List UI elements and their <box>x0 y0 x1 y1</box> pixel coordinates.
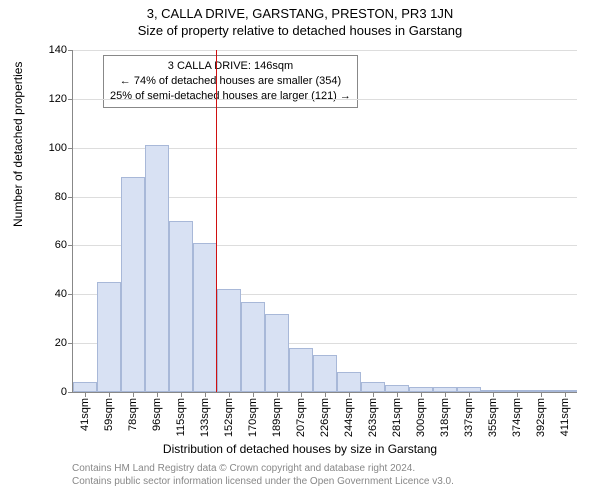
x-tick-mark <box>493 392 494 397</box>
x-tick-mark <box>469 392 470 397</box>
x-tick-label: 207sqm <box>295 398 307 437</box>
y-axis-label: Number of detached properties <box>11 62 25 227</box>
x-tick-label: 78sqm <box>127 398 139 431</box>
y-tick-mark <box>68 197 73 198</box>
x-tick-label: 170sqm <box>247 398 259 437</box>
chart-plot-area: 3 CALLA DRIVE: 146sqm ← 74% of detached … <box>72 50 577 393</box>
footer-line2: Contains public sector information licen… <box>72 475 454 488</box>
x-tick-label: 41sqm <box>79 398 91 431</box>
chart-subtitle: Size of property relative to detached ho… <box>0 21 600 38</box>
histogram-bar <box>385 385 409 392</box>
x-tick-label: 411sqm <box>559 398 571 436</box>
x-tick-mark <box>157 392 158 397</box>
x-tick-label: 392sqm <box>535 398 547 437</box>
x-tick-label: 59sqm <box>103 398 115 431</box>
annotation-line2: ← 74% of detached houses are smaller (35… <box>110 74 351 89</box>
histogram-bar <box>73 382 97 392</box>
y-tick-mark <box>68 99 73 100</box>
x-tick-label: 189sqm <box>271 398 283 437</box>
x-tick-mark <box>253 392 254 397</box>
histogram-bar <box>97 282 121 392</box>
x-tick-label: 115sqm <box>175 398 187 436</box>
reference-line <box>216 50 217 392</box>
x-tick-label: 263sqm <box>367 398 379 437</box>
x-tick-label: 152sqm <box>223 398 235 437</box>
grid-line <box>73 50 577 51</box>
histogram-bar <box>145 145 169 392</box>
y-tick-mark <box>68 245 73 246</box>
y-tick-label: 0 <box>61 386 67 398</box>
footer-line1: Contains HM Land Registry data © Crown c… <box>72 462 454 475</box>
y-tick-mark <box>68 50 73 51</box>
y-tick-mark <box>68 148 73 149</box>
histogram-bar <box>361 382 385 392</box>
x-tick-mark <box>277 392 278 397</box>
y-tick-label: 120 <box>49 93 67 105</box>
histogram-bar <box>289 348 313 392</box>
x-tick-mark <box>517 392 518 397</box>
x-tick-mark <box>133 392 134 397</box>
histogram-bar <box>265 314 289 392</box>
annotation-line1: 3 CALLA DRIVE: 146sqm <box>110 59 351 74</box>
x-tick-mark <box>205 392 206 397</box>
x-tick-mark <box>181 392 182 397</box>
histogram-bar <box>241 302 265 392</box>
y-tick-label: 140 <box>49 44 67 56</box>
y-tick-mark <box>68 294 73 295</box>
y-tick-mark <box>68 392 73 393</box>
x-tick-label: 337sqm <box>463 398 475 437</box>
x-tick-label: 374sqm <box>511 398 523 437</box>
x-tick-mark <box>349 392 350 397</box>
histogram-bar <box>217 289 241 392</box>
x-tick-label: 244sqm <box>343 398 355 437</box>
x-tick-label: 281sqm <box>391 398 403 437</box>
x-tick-label: 300sqm <box>415 398 427 437</box>
x-tick-label: 226sqm <box>319 398 331 437</box>
y-tick-label: 100 <box>49 142 67 154</box>
x-tick-mark <box>109 392 110 397</box>
chart-container: 3, CALLA DRIVE, GARSTANG, PRESTON, PR3 1… <box>0 0 600 500</box>
x-tick-label: 355sqm <box>487 398 499 437</box>
y-tick-label: 80 <box>55 191 67 203</box>
histogram-bar <box>121 177 145 392</box>
histogram-bar <box>313 355 337 392</box>
y-tick-label: 60 <box>55 239 67 251</box>
x-tick-mark <box>397 392 398 397</box>
y-tick-label: 40 <box>55 288 67 300</box>
x-axis-label: Distribution of detached houses by size … <box>0 442 600 456</box>
x-tick-mark <box>541 392 542 397</box>
histogram-bar <box>169 221 193 392</box>
histogram-bar <box>337 372 361 392</box>
x-tick-mark <box>325 392 326 397</box>
x-tick-label: 318sqm <box>439 398 451 437</box>
x-tick-mark <box>85 392 86 397</box>
x-tick-mark <box>229 392 230 397</box>
x-tick-mark <box>301 392 302 397</box>
address-title: 3, CALLA DRIVE, GARSTANG, PRESTON, PR3 1… <box>0 0 600 21</box>
footer-credits: Contains HM Land Registry data © Crown c… <box>72 462 454 488</box>
x-tick-mark <box>421 392 422 397</box>
histogram-bar <box>193 243 217 392</box>
y-tick-mark <box>68 343 73 344</box>
grid-line <box>73 99 577 100</box>
x-tick-mark <box>445 392 446 397</box>
annotation-line3: 25% of semi-detached houses are larger (… <box>110 89 351 104</box>
x-tick-mark <box>373 392 374 397</box>
x-tick-label: 96sqm <box>151 398 163 431</box>
y-tick-label: 20 <box>55 337 67 349</box>
x-tick-mark <box>565 392 566 397</box>
x-tick-label: 133sqm <box>199 398 211 437</box>
